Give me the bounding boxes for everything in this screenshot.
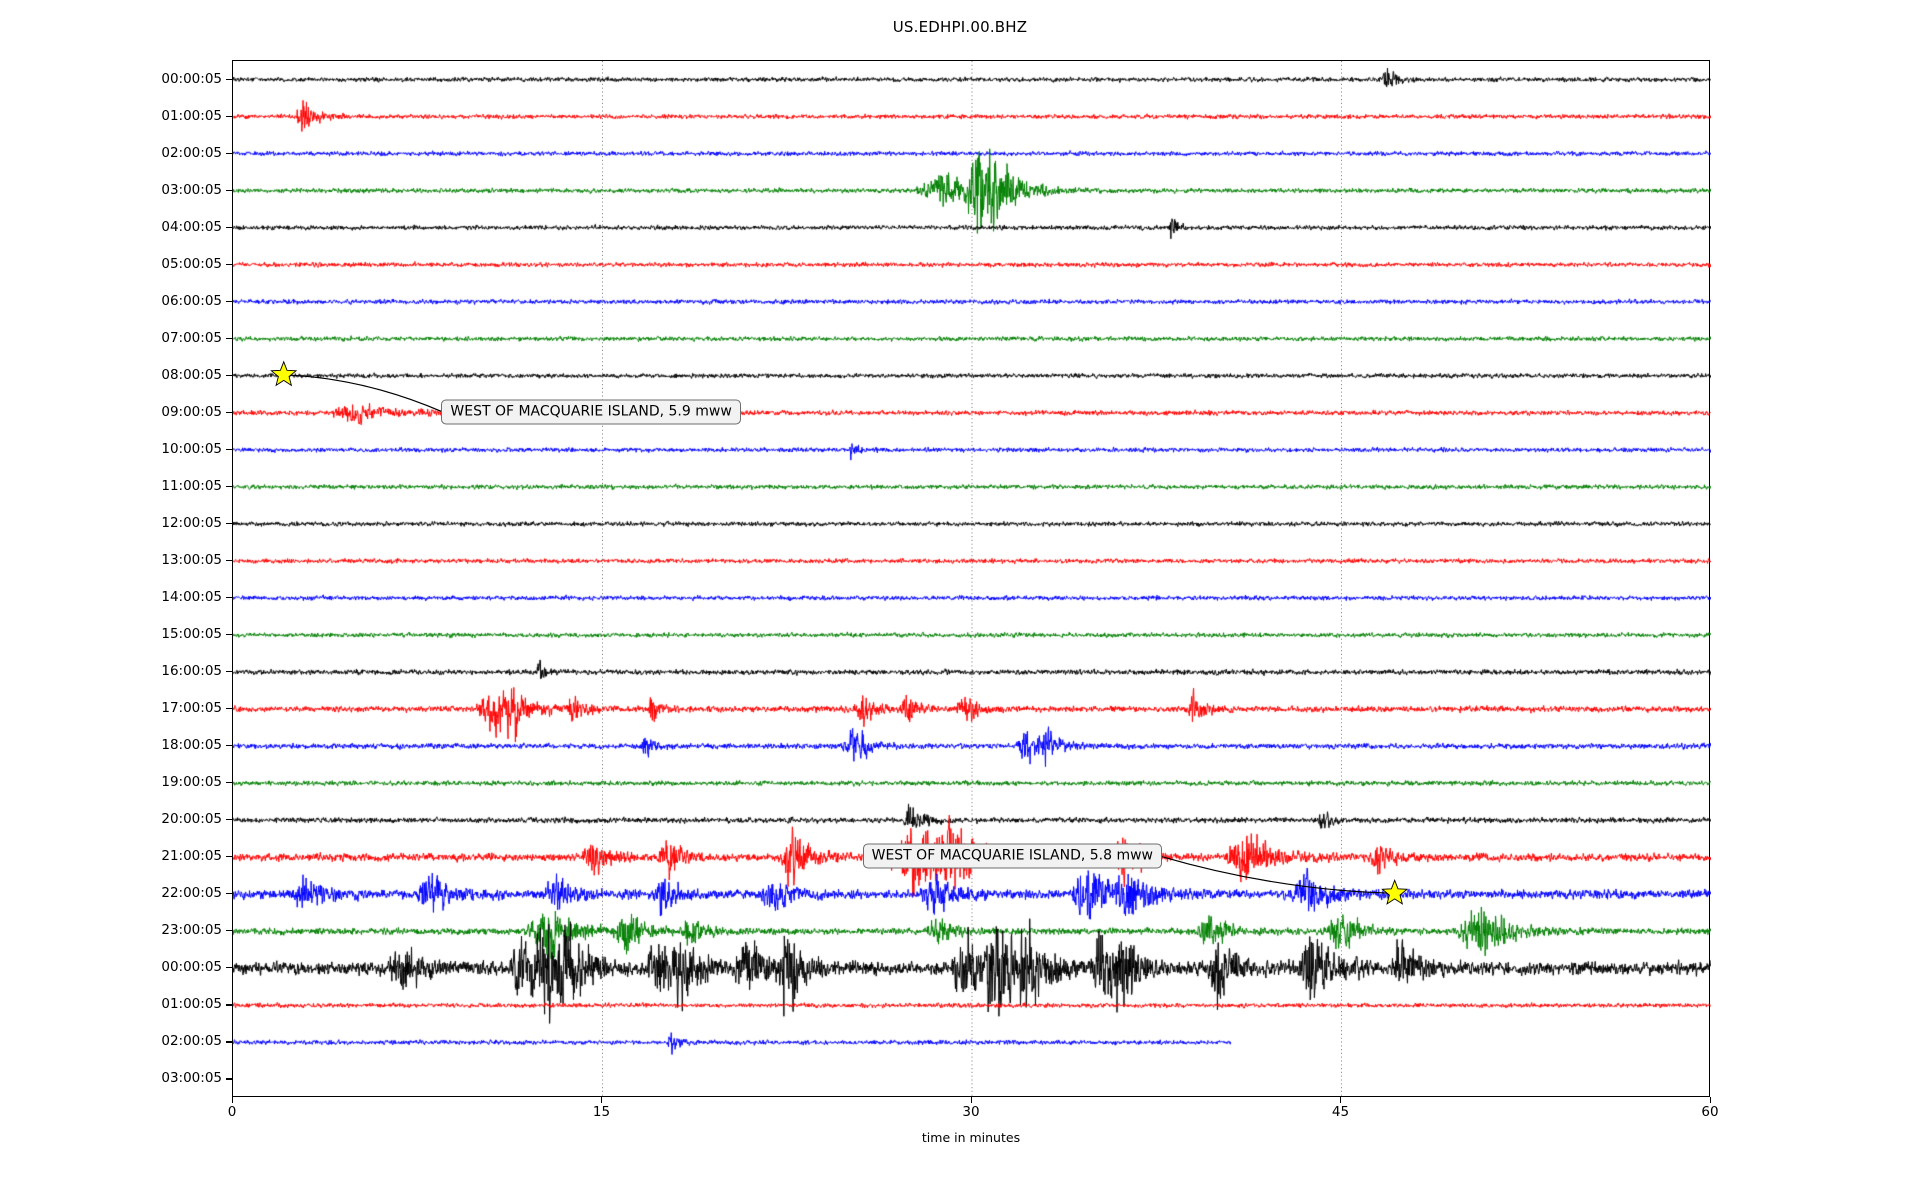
seismic-traces-canvas [233, 61, 1711, 1098]
y-axis-tick-mark [226, 930, 232, 932]
x-axis-tick-label: 45 [1331, 1104, 1350, 1120]
x-axis-tick-mark [601, 1097, 603, 1103]
earthquake-annotation-label: WEST OF MACQUARIE ISLAND, 5.8 mww [862, 843, 1163, 869]
y-axis-tick-label: 06:00:05 [161, 292, 222, 309]
y-axis-tick-label: 12:00:05 [161, 514, 222, 531]
y-axis-tick-mark [226, 708, 232, 710]
y-axis-tick-mark [226, 152, 232, 154]
y-axis-tick-label: 17:00:05 [161, 700, 222, 717]
y-axis-tick-mark [226, 337, 232, 339]
y-axis-tick-mark [226, 856, 232, 858]
x-axis-tick-label: 30 [962, 1104, 980, 1120]
y-axis-tick-mark [226, 634, 232, 636]
y-axis-tick-label: 15:00:05 [161, 626, 222, 643]
page-title: US.EDHPI.00.BHZ [892, 18, 1028, 36]
y-axis-tick-mark [226, 115, 232, 117]
x-axis-tick-mark [970, 1097, 972, 1103]
y-axis-tick-label: 23:00:05 [161, 922, 222, 939]
y-axis-tick-mark [226, 189, 232, 191]
y-axis-tick-mark [226, 374, 232, 376]
y-axis-tick-label: 22:00:05 [161, 885, 222, 902]
y-axis-tick-label: 07:00:05 [161, 329, 222, 346]
y-axis-tick-mark [226, 263, 232, 265]
y-axis-tick-mark [226, 893, 232, 895]
y-axis-tick-label: 05:00:05 [161, 255, 222, 272]
y-axis-tick-label: 08:00:05 [161, 366, 222, 383]
y-axis-tick-label: 18:00:05 [161, 737, 222, 754]
y-axis-tick-label: 03:00:05 [161, 181, 222, 198]
y-axis-tick-label: 04:00:05 [161, 218, 222, 235]
y-axis-tick-mark [226, 671, 232, 673]
x-axis-tick-mark [231, 1097, 233, 1103]
y-axis-tick-mark [226, 597, 232, 599]
y-axis-tick-label: 03:00:05 [161, 1070, 222, 1087]
plot-axes [232, 60, 1711, 1098]
y-axis-tick-mark [226, 745, 232, 747]
y-axis-tick-mark [226, 782, 232, 784]
y-axis-tick-label: 01:00:05 [161, 996, 222, 1013]
y-axis-tick-label: 00:00:05 [161, 959, 222, 976]
y-axis-tick-mark [226, 78, 232, 80]
y-axis-tick-label: 16:00:05 [161, 663, 222, 680]
y-axis-tick-mark [226, 226, 232, 228]
x-axis-label: time in minutes [921, 1130, 1021, 1145]
x-axis-tick-label: 60 [1701, 1104, 1719, 1120]
y-axis-tick-mark [226, 522, 232, 525]
y-axis-tick-label: 02:00:05 [161, 1033, 222, 1050]
y-axis-tick-label: 14:00:05 [161, 589, 222, 606]
y-axis-tick-label: 02:00:05 [161, 144, 222, 161]
y-axis-tick-label: 01:00:05 [161, 107, 222, 124]
y-axis-tick-mark [226, 300, 232, 302]
earthquake-annotation-label: WEST OF MACQUARIE ISLAND, 5.9 mww [441, 399, 741, 425]
y-axis-tick-label: 19:00:05 [161, 774, 222, 791]
y-axis-tick-label: 13:00:05 [161, 551, 222, 568]
y-axis-tick-label: 20:00:05 [161, 811, 222, 828]
y-axis-tick-label: 11:00:05 [161, 477, 222, 494]
y-axis-tick-label: 21:00:05 [161, 848, 222, 865]
x-axis-tick-label: 15 [592, 1104, 611, 1120]
y-axis-tick-mark [226, 559, 232, 562]
y-axis-tick-label: 00:00:05 [161, 70, 222, 87]
y-axis-tick-mark [226, 485, 232, 487]
y-axis-tick-mark [226, 1041, 232, 1043]
y-axis-tick-mark [226, 1078, 232, 1080]
y-axis-tick-mark [226, 411, 232, 413]
y-axis-tick-label: 10:00:05 [161, 440, 222, 457]
x-axis-tick-mark [1340, 1097, 1342, 1103]
y-axis-tick-label: 09:00:05 [161, 403, 222, 420]
y-axis-tick-mark [226, 1004, 232, 1006]
y-axis-tick-mark [226, 967, 232, 969]
y-axis-tick-mark [226, 448, 232, 450]
x-axis-tick-mark [1709, 1097, 1711, 1103]
y-axis-tick-mark [226, 819, 232, 821]
x-axis-tick-label: 0 [227, 1104, 237, 1120]
